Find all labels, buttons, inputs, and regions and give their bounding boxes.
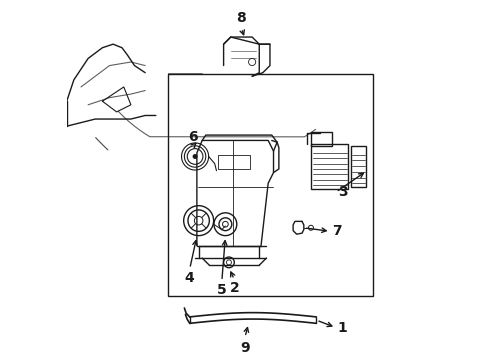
Text: 8: 8 <box>237 10 246 24</box>
Bar <box>311 144 348 189</box>
Bar <box>351 146 366 187</box>
Bar <box>218 155 250 169</box>
Text: 7: 7 <box>332 224 342 238</box>
Bar <box>169 75 373 296</box>
Bar <box>311 131 332 146</box>
Text: 9: 9 <box>240 341 250 355</box>
Text: 1: 1 <box>338 321 347 334</box>
Text: 2: 2 <box>229 281 239 295</box>
Text: 4: 4 <box>185 271 195 284</box>
Text: 6: 6 <box>189 130 198 144</box>
Text: 5: 5 <box>217 283 227 297</box>
Text: 3: 3 <box>338 185 347 199</box>
Circle shape <box>193 154 197 159</box>
